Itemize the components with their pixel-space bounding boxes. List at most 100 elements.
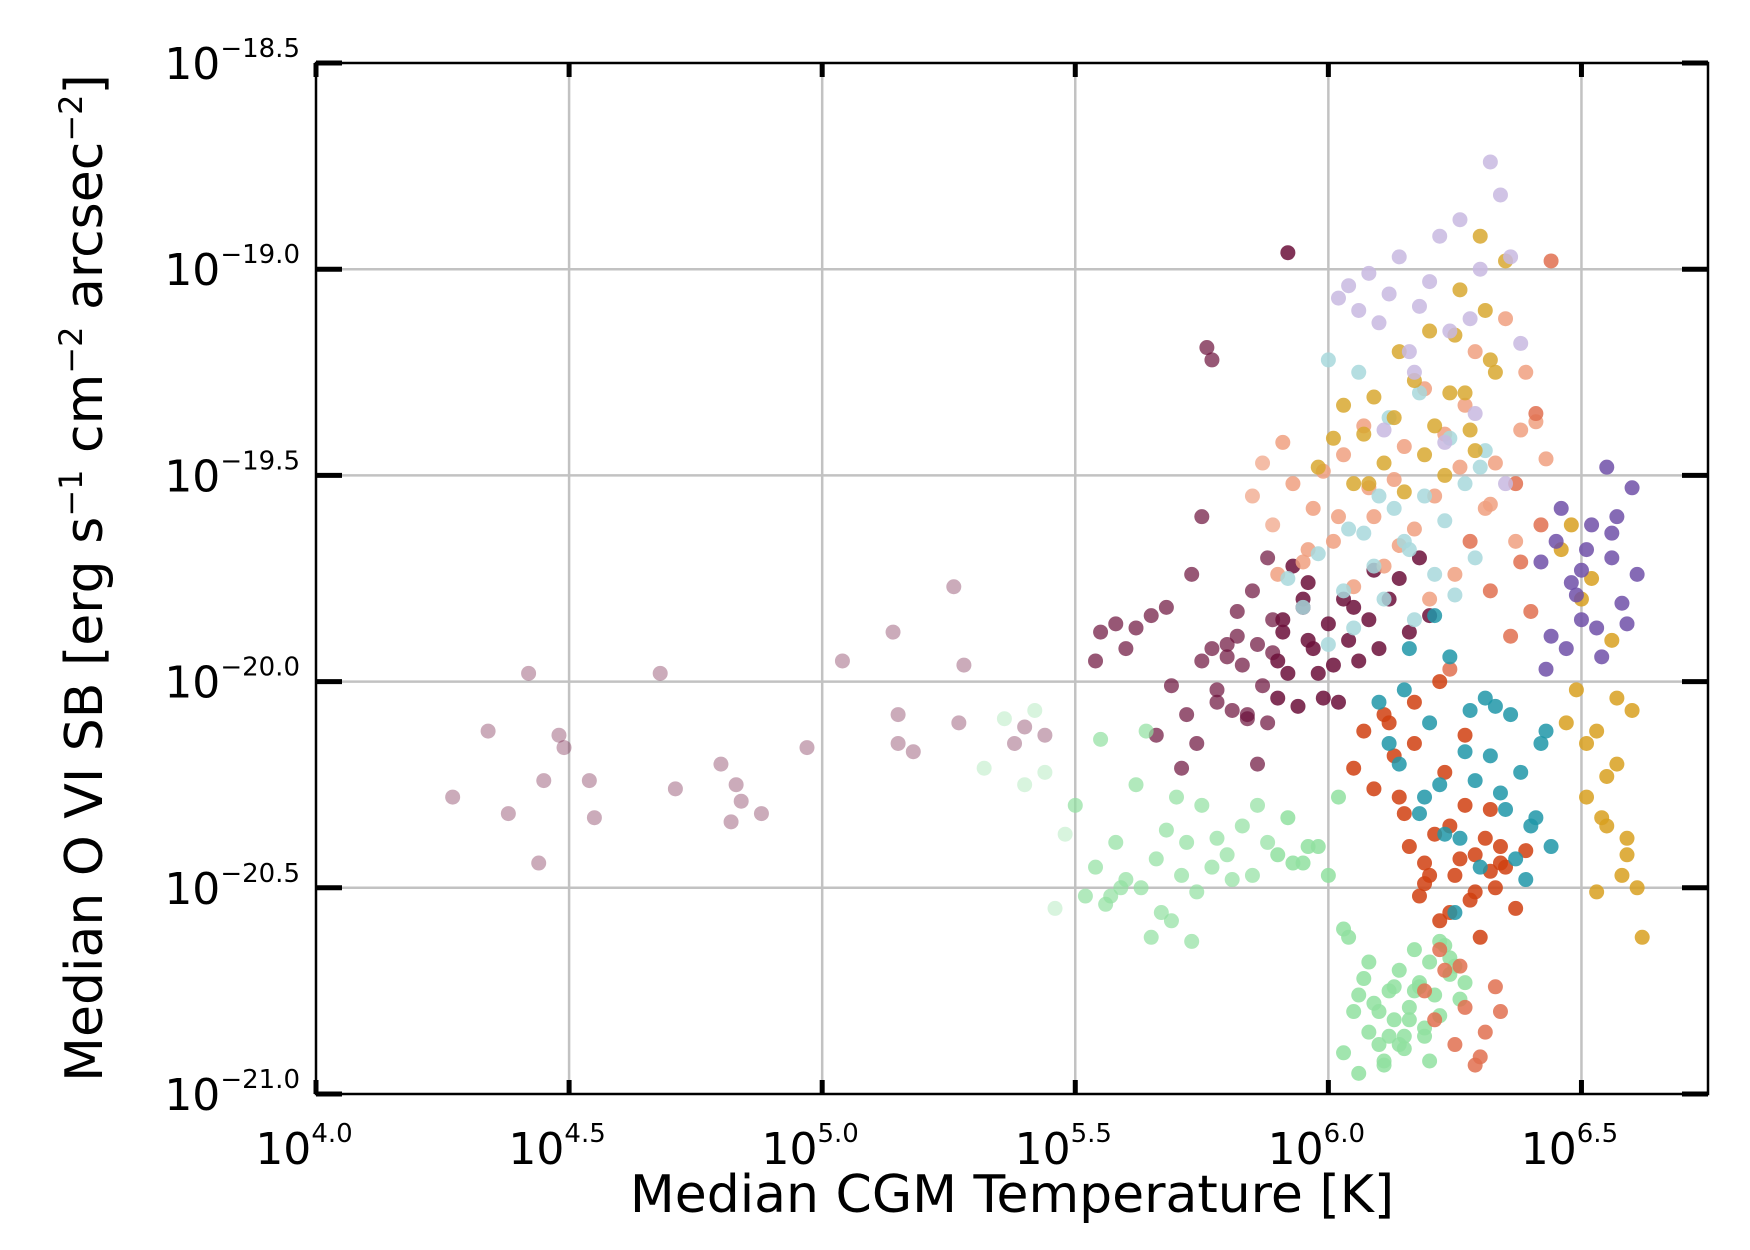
data-point — [1568, 587, 1584, 603]
data-point — [1462, 533, 1478, 549]
data-point — [581, 773, 597, 789]
data-point — [1604, 550, 1620, 566]
data-point — [1538, 451, 1554, 467]
y-axis-label-part: arcsec — [55, 142, 115, 327]
data-point — [1361, 1024, 1377, 1040]
data-point — [1594, 810, 1610, 826]
data-point — [1371, 1004, 1387, 1020]
data-point — [1194, 509, 1210, 525]
data-point — [1356, 723, 1372, 739]
data-point — [1417, 876, 1433, 892]
data-point — [1467, 847, 1483, 863]
data-point — [1563, 517, 1579, 533]
data-point — [1457, 999, 1473, 1015]
data-point — [1599, 459, 1615, 475]
data-point — [1270, 847, 1286, 863]
data-point — [1619, 847, 1635, 863]
data-point — [1153, 905, 1169, 921]
data-point — [531, 855, 547, 871]
data-point — [1406, 521, 1422, 537]
data-point — [1244, 867, 1260, 883]
data-point — [1047, 900, 1063, 916]
data-point — [1482, 352, 1498, 368]
data-point — [834, 653, 850, 669]
data-point — [1275, 624, 1291, 640]
data-point — [885, 624, 901, 640]
data-point — [1037, 727, 1053, 743]
data-point — [1528, 406, 1544, 422]
data-point — [1427, 608, 1443, 624]
data-point — [1401, 641, 1417, 657]
data-point — [1270, 653, 1286, 669]
data-point — [1148, 851, 1164, 867]
data-point — [1487, 364, 1503, 380]
data-point — [1604, 525, 1620, 541]
data-point — [1442, 323, 1458, 339]
data-point — [1518, 872, 1534, 888]
data-point — [1371, 315, 1387, 331]
data-point — [1381, 1028, 1397, 1044]
data-point — [1209, 682, 1225, 698]
data-point — [1447, 566, 1463, 582]
data-point — [1017, 719, 1033, 735]
data-point — [1422, 954, 1438, 970]
data-point — [1462, 702, 1478, 718]
data-point — [1467, 884, 1483, 900]
data-point — [890, 735, 906, 751]
data-point — [1503, 707, 1519, 723]
y-tick-label: 10−19.0 — [164, 240, 300, 296]
data-point — [1295, 855, 1311, 871]
data-point — [1487, 979, 1503, 995]
data-point — [1371, 641, 1387, 657]
data-point — [1452, 830, 1468, 846]
data-point — [1442, 385, 1458, 401]
data-point — [1305, 641, 1321, 657]
data-point — [1467, 443, 1483, 459]
data-point — [1371, 1037, 1387, 1053]
data-point — [1093, 624, 1109, 640]
data-point — [1310, 665, 1326, 681]
data-point — [1366, 558, 1382, 574]
data-point — [1401, 624, 1417, 640]
data-point — [1386, 500, 1402, 516]
data-point — [1447, 1037, 1463, 1053]
data-point — [1406, 364, 1422, 380]
data-point — [1280, 245, 1296, 261]
x-tick-label: 105.0 — [762, 1119, 859, 1175]
data-point — [1472, 1049, 1488, 1065]
data-point — [946, 579, 962, 595]
data-point — [1634, 929, 1650, 945]
data-point — [1452, 958, 1468, 974]
data-point — [1422, 323, 1438, 339]
y-axis-label-part: cm — [55, 374, 115, 470]
data-point — [1401, 1012, 1417, 1028]
data-point — [1249, 636, 1265, 652]
data-point — [1406, 694, 1422, 710]
data-point — [1437, 764, 1453, 780]
data-point — [1224, 872, 1240, 888]
data-point — [1336, 1045, 1352, 1061]
data-point — [1077, 888, 1093, 904]
data-point — [1356, 971, 1372, 987]
data-point — [1325, 657, 1341, 673]
data-point — [1366, 509, 1382, 525]
data-point — [1376, 455, 1392, 471]
data-point — [1477, 302, 1493, 318]
data-point — [1457, 975, 1473, 991]
data-point — [1169, 789, 1185, 805]
data-point — [1427, 566, 1443, 582]
data-point — [1275, 434, 1291, 450]
data-point — [1336, 397, 1352, 413]
data-point — [1189, 884, 1205, 900]
data-point — [890, 707, 906, 723]
data-point — [1584, 517, 1600, 533]
data-point — [1579, 542, 1595, 558]
data-point — [1249, 756, 1265, 772]
data-point — [1325, 430, 1341, 446]
data-point — [1457, 397, 1473, 413]
data-point — [1366, 781, 1382, 797]
data-point — [1609, 509, 1625, 525]
x-axis-label: Median CGM Temperature [K] — [630, 1165, 1394, 1225]
data-point — [996, 711, 1012, 727]
y-tick-label: 10−21.0 — [164, 1065, 300, 1121]
